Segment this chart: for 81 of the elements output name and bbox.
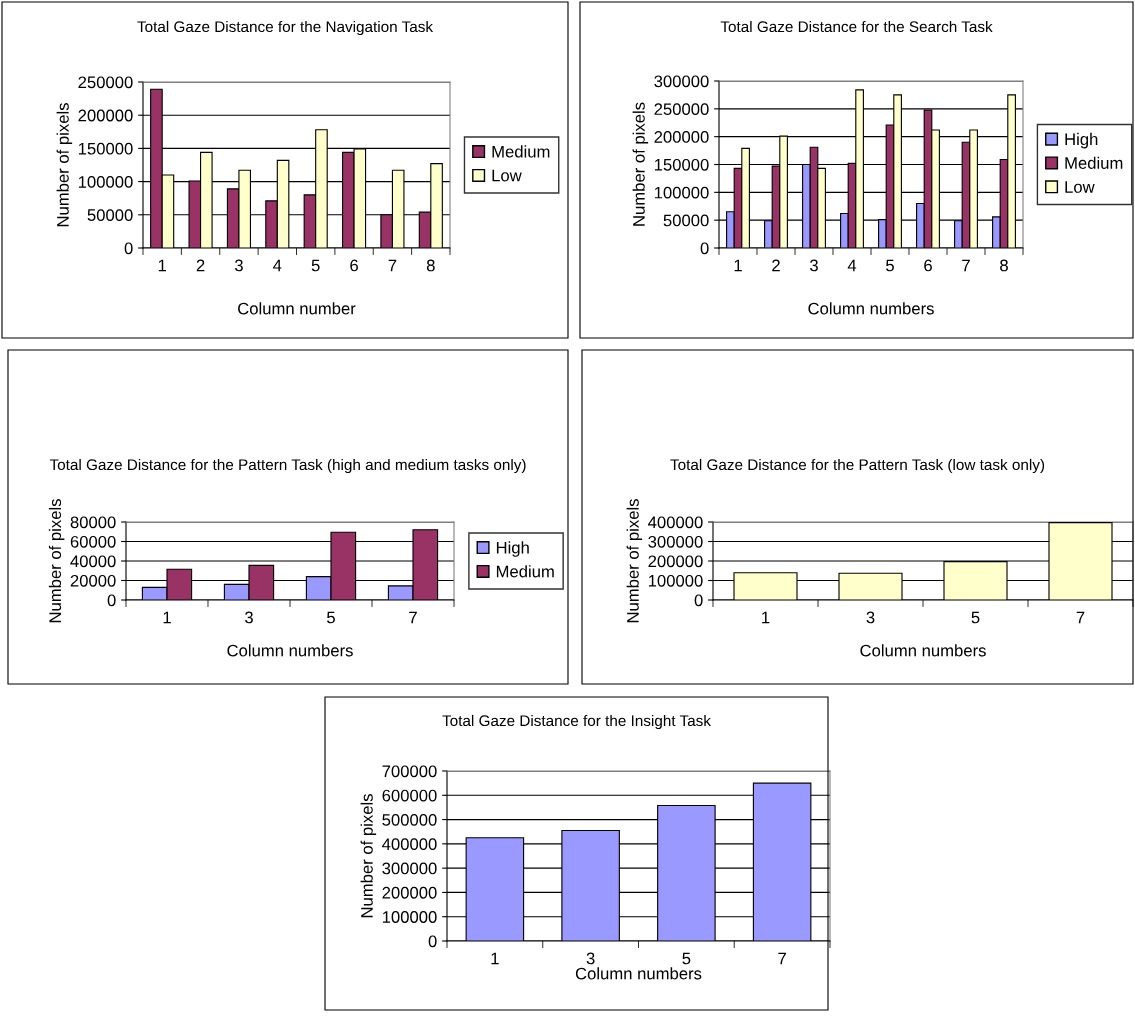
x-tick-label: 8 xyxy=(426,259,435,272)
y-tick-label: 100000 xyxy=(648,574,703,587)
y-tick-label: 400000 xyxy=(648,516,703,529)
x-tick-label: 7 xyxy=(1076,611,1085,624)
y-tick-label: 300000 xyxy=(382,862,437,875)
x-tick-label: 6 xyxy=(924,259,932,272)
y-tick-label: 100000 xyxy=(78,176,133,188)
x-tick-label: 1 xyxy=(491,952,499,965)
y-tick-label: 150000 xyxy=(654,158,709,171)
x-tick-label: 5 xyxy=(971,611,980,624)
x-tick-label: 6 xyxy=(350,259,358,272)
x-axis-title: Column numbers xyxy=(808,302,934,315)
y-axis-title: Number of pixels xyxy=(48,499,65,623)
y-tick-label: 0 xyxy=(124,242,133,255)
x-tick-label: 4 xyxy=(847,259,857,272)
y-tick-label: 0 xyxy=(107,594,116,607)
y-tick-label: 200000 xyxy=(78,109,133,122)
legend-label: Low xyxy=(1065,181,1095,193)
y-tick-label: 250000 xyxy=(78,76,133,89)
y-tick-label: 200000 xyxy=(648,555,703,568)
x-axis-title: Column numbers xyxy=(227,644,353,657)
y-tick-label: 40000 xyxy=(70,555,116,568)
x-tick-label: 2 xyxy=(196,259,205,272)
y-tick-label: 20000 xyxy=(70,574,116,587)
y-axis-title: Number of pixels xyxy=(360,794,377,918)
x-tick-label: 7 xyxy=(778,952,786,965)
x-tick-label: 3 xyxy=(234,259,243,272)
x-tick-label: 8 xyxy=(1000,259,1008,272)
x-tick-label: 5 xyxy=(682,952,691,965)
legend-label: Low xyxy=(492,169,522,182)
y-tick-label: 50000 xyxy=(663,214,709,227)
x-tick-label: 3 xyxy=(810,259,818,272)
y-tick-label: 250000 xyxy=(654,103,709,116)
y-tick-label: 300000 xyxy=(648,535,703,548)
x-tick-label: 1 xyxy=(734,259,742,272)
x-tick-label: 4 xyxy=(273,259,282,272)
y-tick-label: 50000 xyxy=(87,209,133,221)
y-tick-label: 80000 xyxy=(70,516,116,529)
x-axis-title: Column numbers xyxy=(860,644,986,657)
x-tick-label: 2 xyxy=(772,259,780,272)
x-tick-label: 1 xyxy=(163,611,171,624)
legend-label: High xyxy=(496,541,529,557)
y-tick-label: 0 xyxy=(694,594,703,607)
y-tick-label: 200000 xyxy=(654,131,709,143)
x-tick-label: 3 xyxy=(586,952,595,965)
chart-title: Total Gaze Distance for the Pattern Task (low task only) xyxy=(670,458,1045,474)
x-tick-label: 5 xyxy=(886,259,894,272)
legend-label: Medium xyxy=(496,565,554,578)
legend-label: Medium xyxy=(492,145,550,158)
y-tick-label: 700000 xyxy=(382,765,437,778)
x-tick-label: 7 xyxy=(409,611,417,624)
x-tick-label: 5 xyxy=(327,611,335,624)
x-tick-label: 1 xyxy=(762,611,770,624)
x-tick-label: 7 xyxy=(962,259,970,272)
y-axis-title: Number of pixels xyxy=(56,103,73,227)
chart-title: Total Gaze Distance for the Insight Task xyxy=(442,714,711,730)
y-axis-title: Number of pixels xyxy=(632,102,649,226)
y-tick-label: 0 xyxy=(700,242,709,255)
legend-label: Medium xyxy=(1065,156,1123,169)
y-tick-label: 100000 xyxy=(382,911,437,923)
x-tick-label: 3 xyxy=(866,611,875,624)
y-tick-label: 200000 xyxy=(382,886,437,899)
y-tick-label: 500000 xyxy=(382,813,437,826)
legend-label: High xyxy=(1065,132,1098,149)
x-axis-title: Column numbers xyxy=(575,967,702,980)
y-tick-label: 0 xyxy=(428,935,437,948)
y-axis-title: Number of pixels xyxy=(626,499,643,623)
y-tick-label: 600000 xyxy=(382,789,437,802)
y-tick-label: 150000 xyxy=(78,142,133,155)
chart-title: Total Gaze Distance for the Navigation Task xyxy=(137,20,434,36)
chart-title: Total Gaze Distance for the Pattern Task (high and medium tasks only) xyxy=(49,458,526,474)
y-tick-label: 300000 xyxy=(654,75,709,88)
x-tick-label: 1 xyxy=(158,259,167,272)
x-axis-title: Column number xyxy=(238,302,356,315)
x-tick-label: 3 xyxy=(245,611,253,624)
x-tick-label: 7 xyxy=(388,259,397,272)
x-tick-label: 5 xyxy=(311,259,320,272)
y-tick-label: 60000 xyxy=(70,535,116,548)
chart-title: Total Gaze Distance for the Search Task xyxy=(720,20,993,33)
y-tick-label: 100000 xyxy=(654,186,709,199)
y-tick-label: 400000 xyxy=(382,838,437,851)
